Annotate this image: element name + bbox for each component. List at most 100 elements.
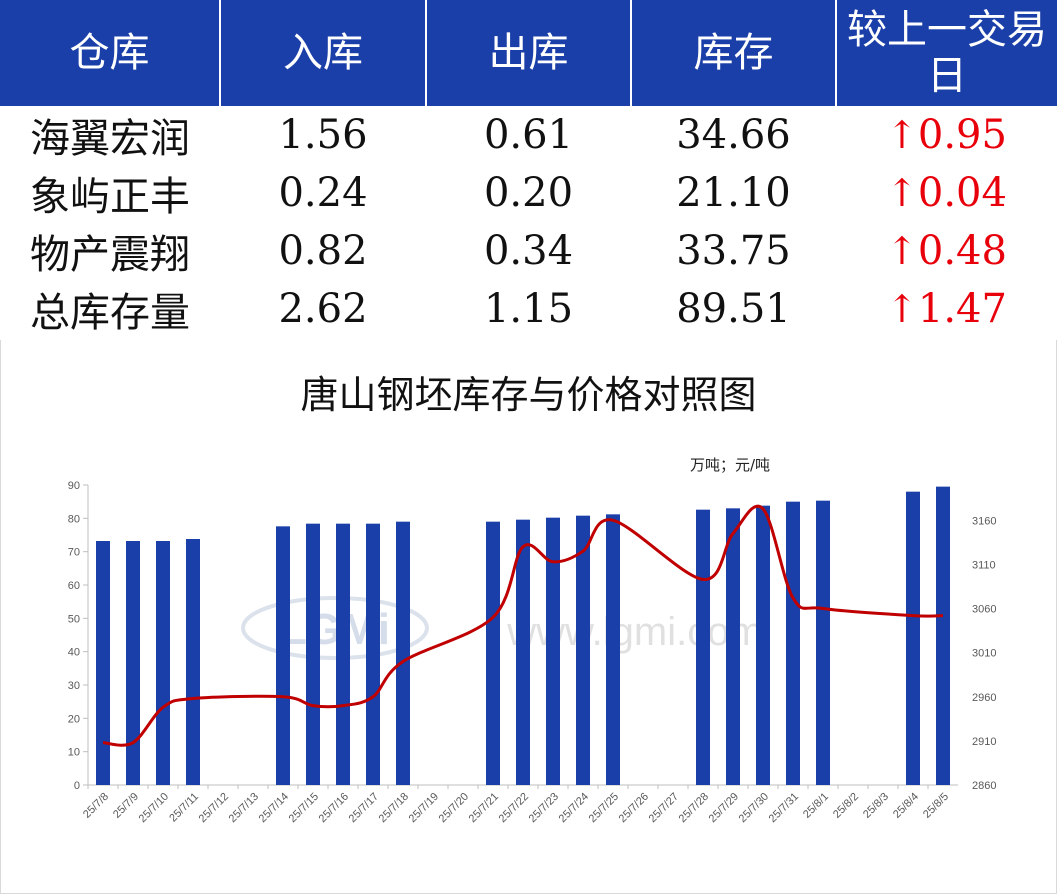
bar-25-7-23 xyxy=(546,517,560,785)
bar-25-7-11 xyxy=(186,539,200,785)
right-tick-label: 3160 xyxy=(972,515,996,527)
up-arrow-icon: ↑ xyxy=(886,287,918,331)
x-tick-label: 25/7/20 xyxy=(437,791,471,825)
left-tick-label: 30 xyxy=(68,680,80,692)
x-tick-label: 25/7/28 xyxy=(677,791,711,825)
right-tick-label: 2960 xyxy=(972,692,996,704)
change-cell: ↑0.48 xyxy=(836,222,1057,280)
x-tick-label: 25/7/23 xyxy=(527,791,561,825)
table-header-row: 仓库 入库 出库 库存 较上一交易日 xyxy=(0,0,1057,106)
bar-25-7-21 xyxy=(486,521,500,785)
bar-25-7-30 xyxy=(756,505,770,785)
x-tick-label: 25/7/16 xyxy=(317,791,351,825)
x-tick-label: 25/8/5 xyxy=(921,791,951,821)
left-tick-label: 60 xyxy=(68,580,80,592)
x-tick-label: 25/8/4 xyxy=(891,791,921,821)
stock-cell: 21.10 xyxy=(676,170,791,216)
right-tick-label: 2910 xyxy=(972,736,996,748)
chart-unit-label: 万吨；元/吨 xyxy=(690,456,771,474)
bar-25-7-9 xyxy=(126,541,140,785)
right-tick-label: 3060 xyxy=(972,604,996,616)
change-value: 0.95 xyxy=(917,112,1007,158)
left-tick-label: 50 xyxy=(68,613,80,625)
bar-25-7-15 xyxy=(306,523,320,785)
out-cell: 0.34 xyxy=(483,228,574,274)
header-change: 较上一交易日 xyxy=(836,0,1057,106)
x-tick-label: 25/7/26 xyxy=(617,791,651,825)
left-tick-label: 0 xyxy=(74,780,80,792)
change-cell: ↑1.47 xyxy=(836,280,1057,338)
bar-25-7-29 xyxy=(726,508,740,785)
warehouse-name-cell: 海翼宏润 xyxy=(30,116,190,162)
x-tick-label: 25/7/11 xyxy=(167,791,201,825)
out-cell: 1.15 xyxy=(483,286,574,332)
warehouse-name-cell: 物产震翔 xyxy=(30,232,190,278)
x-tick-label: 25/7/14 xyxy=(257,791,291,825)
in-cell: 0.24 xyxy=(278,170,368,216)
change-cell: ↑0.04 xyxy=(836,164,1057,222)
x-tick-label: 25/7/22 xyxy=(497,791,531,825)
change-value: 1.47 xyxy=(917,286,1007,332)
left-tick-label: 40 xyxy=(68,647,80,659)
stock-cell: 34.66 xyxy=(676,112,791,158)
x-tick-label: 25/7/10 xyxy=(137,791,171,825)
in-cell: 2.62 xyxy=(278,286,368,332)
warehouse-name-cell: 总库存量 xyxy=(30,290,190,336)
bar-25-7-14 xyxy=(276,526,290,785)
chart-title: 唐山钢坯库存与价格对照图 xyxy=(300,373,757,417)
x-tick-label: 25/7/27 xyxy=(647,791,681,825)
left-tick-label: 70 xyxy=(68,547,80,559)
change-value: 0.48 xyxy=(917,228,1007,274)
right-tick-label: 3010 xyxy=(972,648,996,660)
x-tick-label: 25/7/21 xyxy=(467,791,501,825)
table-row: 象屿正丰 0.24 0.20 21.10 ↑0.04 xyxy=(0,164,1057,222)
up-arrow-icon: ↑ xyxy=(886,229,918,273)
header-in: 入库 xyxy=(220,0,427,106)
change-value: 0.04 xyxy=(917,170,1007,216)
out-cell: 0.20 xyxy=(483,170,574,216)
right-tick-label: 2860 xyxy=(972,780,996,792)
bar-25-7-28 xyxy=(696,509,710,785)
x-tick-label: 25/7/18 xyxy=(377,791,411,825)
bar-25-8-5 xyxy=(936,486,950,785)
right-tick-label: 3110 xyxy=(972,559,996,571)
header-stock: 库存 xyxy=(631,0,837,106)
x-tick-label: 25/7/12 xyxy=(197,791,231,825)
bar-25-7-8 xyxy=(96,541,110,785)
in-cell: 1.56 xyxy=(278,112,368,158)
table-row: 海翼宏润 1.56 0.61 34.66 ↑0.95 xyxy=(0,106,1057,164)
x-tick-label: 25/8/1 xyxy=(801,791,831,821)
bar-25-7-24 xyxy=(576,515,590,785)
change-cell: ↑0.95 xyxy=(836,106,1057,164)
x-tick-label: 25/7/15 xyxy=(287,791,321,825)
bar-25-7-18 xyxy=(396,521,410,785)
bar-25-7-10 xyxy=(156,541,170,785)
bar-25-8-4 xyxy=(906,491,920,785)
bar-25-8-1 xyxy=(816,500,830,785)
left-tick-label: 80 xyxy=(68,513,80,525)
header-change-label: 较上一交易日 xyxy=(847,7,1047,99)
bar-25-7-31 xyxy=(786,501,800,785)
bar-25-7-25 xyxy=(606,514,620,785)
in-cell: 0.82 xyxy=(278,228,368,274)
bar-25-7-16 xyxy=(336,523,350,785)
bar-25-7-22 xyxy=(516,519,530,785)
stock-cell: 33.75 xyxy=(676,228,791,274)
left-tick-label: 90 xyxy=(68,480,80,492)
x-tick-label: 25/8/3 xyxy=(861,791,891,821)
up-arrow-icon: ↑ xyxy=(886,113,918,157)
table-row: 物产震翔 0.82 0.34 33.75 ↑0.48 xyxy=(0,222,1057,280)
x-tick-label: 25/8/2 xyxy=(831,791,861,821)
x-tick-label: 25/7/13 xyxy=(227,791,261,825)
dual-axis-chart: 0 10 20 30 40 50 60 70 80 90 2860 2910 2960 3010 3060 3… xyxy=(68,480,997,825)
x-tick-label: 25/7/25 xyxy=(587,791,621,825)
left-tick-label: 10 xyxy=(68,747,80,759)
x-tick-label: 25/7/17 xyxy=(347,791,381,825)
price-line xyxy=(102,504,944,747)
x-tick-label: 25/7/19 xyxy=(407,791,441,825)
bar-25-7-17 xyxy=(366,523,380,785)
x-tick-label: 25/7/8 xyxy=(81,791,111,821)
out-cell: 0.61 xyxy=(483,112,574,158)
warehouse-name-cell: 象屿正丰 xyxy=(30,174,190,220)
